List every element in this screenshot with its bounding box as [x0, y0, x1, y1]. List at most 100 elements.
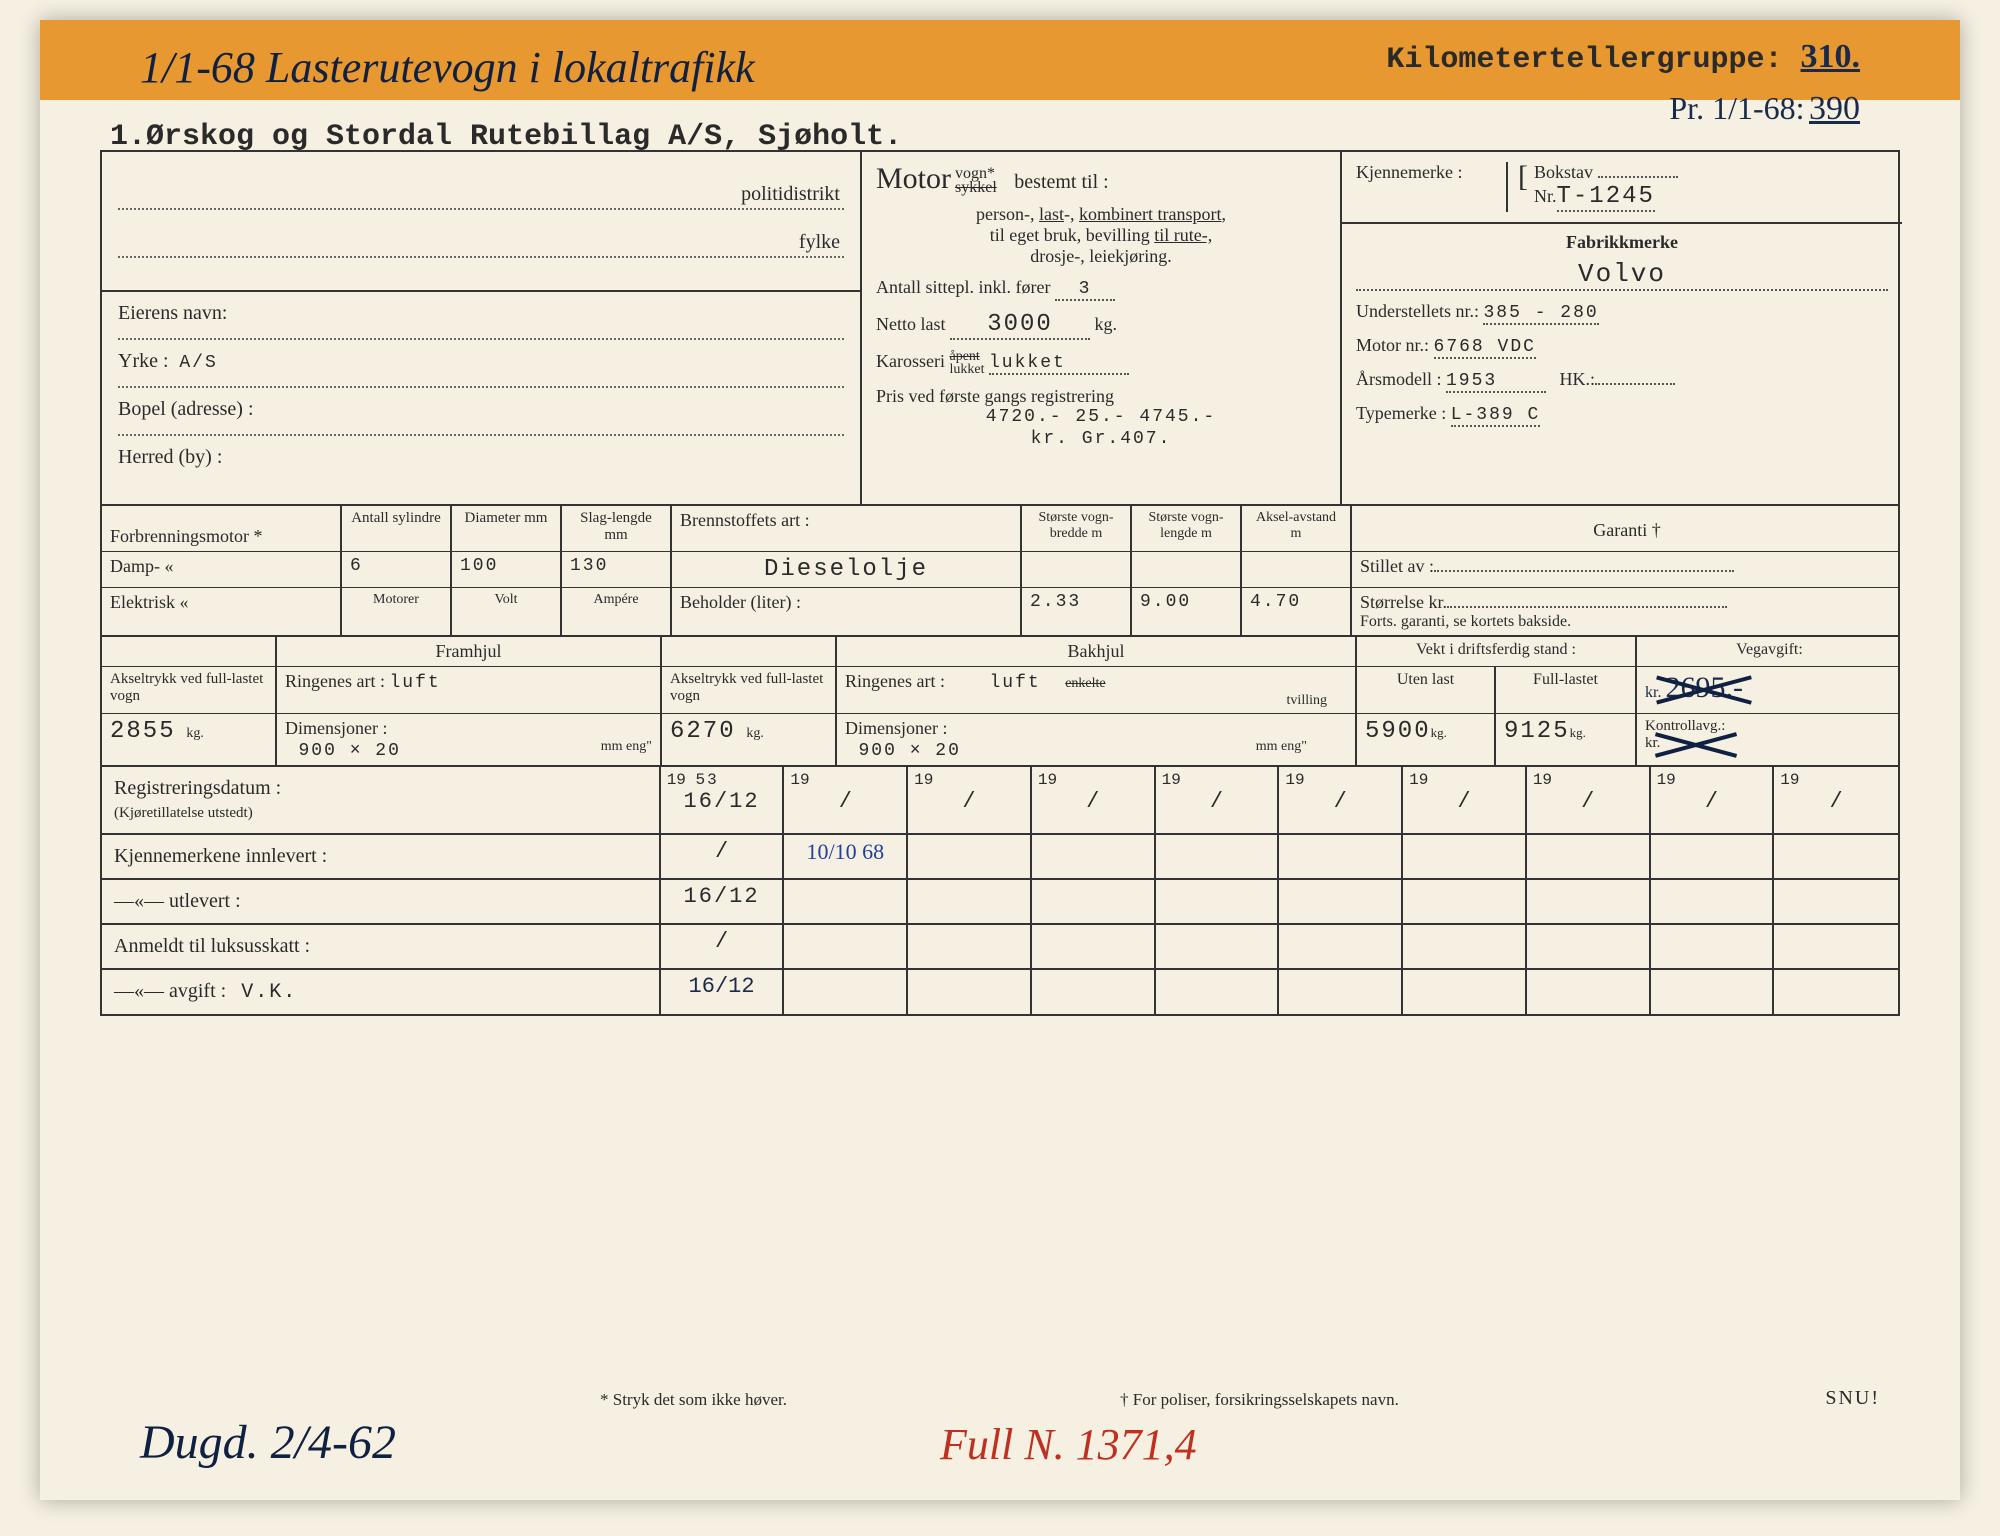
forts-label: Forts. garanti, se kortets bakside.	[1360, 613, 1894, 631]
reg-label: Registreringsdatum :	[114, 777, 281, 799]
l2b: til rute-,	[1154, 225, 1212, 245]
reg-year: 53	[696, 771, 719, 789]
fylke-label: fylke	[799, 231, 840, 254]
yrke-label: Yrke :	[118, 350, 169, 372]
signature-red: Full N. 1371,4	[940, 1419, 1197, 1470]
yp2: 19	[790, 771, 900, 789]
pris-kr: kr. Gr.407.	[876, 427, 1326, 449]
snu-note: SNU!	[1825, 1387, 1880, 1410]
eier-label: Eierens navn:	[118, 302, 227, 324]
l2a: til eget bruk, bevilling	[990, 225, 1150, 245]
kg-1: kg.	[186, 726, 204, 741]
bredde-label: Største vogn-bredde m	[1022, 506, 1132, 551]
typemerke-label: Typemerke :	[1356, 403, 1446, 423]
garanti-label: Garanti †	[1352, 506, 1902, 551]
yp4: 19	[1038, 771, 1148, 789]
yp7: 19	[1409, 771, 1519, 789]
lengde-label: Største vogn-lengde m	[1132, 506, 1242, 551]
yp1: 19	[667, 771, 686, 789]
netto-row: Netto last 3000 kg.	[876, 311, 1326, 340]
lukket-label: lukket	[949, 362, 984, 377]
enkelte-label: enkelte	[1065, 676, 1105, 691]
yrke-value: A/S	[179, 353, 217, 373]
motor-line2: til eget bruk, bevilling til rute-,	[876, 225, 1326, 246]
lengde-value: 9.00	[1132, 588, 1242, 635]
kg-2: kg.	[746, 726, 764, 741]
brennstoff-label: Brennstoffets art :	[672, 506, 1022, 551]
bopel-label: Bopel (adresse) :	[118, 398, 254, 420]
pris-label: Pris ved første gangs registrering	[876, 386, 1326, 407]
pris-kr-val: kr. Gr.407.	[1031, 429, 1172, 449]
reg-row: Registreringsdatum : (Kjøretillatelse uts…	[102, 767, 1898, 835]
understell-label: Understellets nr.:	[1356, 301, 1479, 321]
km-group: Kilometertellergruppe: 310.	[1386, 38, 1860, 77]
slag-value: 130	[562, 552, 672, 587]
reg-sub: (Kjøretillatelse utstedt)	[114, 805, 253, 821]
storrelse-label: Størrelse kr.	[1360, 592, 1447, 612]
arsmodell-value: 1953	[1446, 371, 1546, 393]
km-group-value: 310.	[1801, 38, 1861, 75]
pr-value: 390	[1809, 90, 1860, 127]
reg-date: 16/12	[667, 789, 777, 814]
bakhjul-label: Bakhjul	[837, 637, 1357, 666]
politidistrikt-label: politidistrikt	[741, 183, 840, 206]
ampere-label: Ampére	[562, 588, 672, 635]
slag-label: Slag-lengde mm	[562, 506, 672, 551]
akseltrykk-label-2: Akseltrykk ved full-lastet vogn	[662, 667, 837, 713]
netto-unit: kg.	[1095, 314, 1118, 334]
nr-label: Nr.	[1534, 186, 1557, 206]
mmeng-2: mm eng"	[1256, 739, 1307, 755]
uten-value: 5900	[1365, 718, 1431, 745]
main-frame: politidistrikt fylke Eierens navn: Yrke …	[100, 150, 1900, 1016]
kr-1: kr.	[1645, 684, 1661, 701]
ring-front-label: Ringenes art :	[285, 671, 385, 691]
aksel-value: 4.70	[1242, 588, 1352, 635]
mmeng-1: mm eng"	[601, 739, 652, 755]
owner-block: politidistrikt fylke Eierens navn: Yrke …	[102, 152, 862, 504]
sittepl-value: 3	[1055, 279, 1115, 301]
engine-section: Forbrenningsmotor * Antall sylindre Diam…	[102, 506, 1898, 637]
innlevert-label: Kjennemerkene innlevert :	[102, 835, 661, 878]
diameter-label: Diameter mm	[452, 506, 562, 551]
company-title: 1.Ørskog og Stordal Rutebillag A/S, Sjøh…	[110, 120, 902, 154]
utlevert-row: —«— utlevert : 16/12	[102, 880, 1898, 925]
yp10: 19	[1780, 771, 1892, 789]
sykkel-label: sykkel	[955, 179, 997, 196]
kjennemerke-block: Kjennemerke : [ Bokstav Nr.T-1245 Fabrik…	[1342, 152, 1902, 504]
vegavgift-label: Vegavgift:	[1637, 637, 1902, 666]
typemerke-value: L-389 C	[1451, 405, 1541, 427]
netto-value: 3000	[950, 311, 1090, 340]
motor-title: Motorvogn*sykkel bestemt til :	[876, 162, 1326, 196]
motor-line1: person-, last-, kombinert transport,	[876, 204, 1326, 225]
full-value: 9125	[1504, 718, 1570, 745]
fabrikk-value: Volvo	[1356, 259, 1888, 291]
dim-front-label: Dimensjoner :	[285, 718, 387, 738]
brennstoff-value: Dieselolje	[672, 552, 1022, 587]
avgift-label: —«— avgift :	[114, 980, 226, 1002]
kjennemerke-label: Kjennemerke :	[1356, 162, 1506, 212]
sylindre-label: Antall sylindre	[342, 506, 452, 551]
kg-4: kg.	[1570, 725, 1586, 740]
utlevert-label: —«— utlevert :	[102, 880, 661, 923]
yp5: 19	[1162, 771, 1272, 789]
vekt-label: Vekt i driftsferdig stand :	[1357, 637, 1637, 666]
wheel-row-1: Akseltrykk ved full-lastet vogn Ringenes…	[102, 667, 1898, 714]
dim-rear-label: Dimensjoner :	[845, 718, 947, 738]
motornr-value: 6768 VDC	[1434, 337, 1536, 359]
akseltrykk-label: Akseltrykk ved full-lastet vogn	[102, 667, 277, 713]
motorer-label: Motorer	[342, 588, 452, 635]
kr-2: kr.	[1645, 735, 1660, 751]
innlevert-row: Kjennemerkene innlevert : / 10/10 68	[102, 835, 1898, 880]
sittepl-row: Antall sittepl. inkl. fører 3	[876, 277, 1326, 301]
top-section: politidistrikt fylke Eierens navn: Yrke …	[102, 152, 1898, 506]
uten-label: Uten last	[1357, 667, 1496, 713]
wheel-row-2: 2855 kg. Dimensjoner : 900 × 20 mm eng" …	[102, 714, 1898, 767]
yp6: 19	[1285, 771, 1395, 789]
sittepl-label: Antall sittepl. inkl. fører	[876, 277, 1050, 297]
stillet-label: Stillet av :	[1360, 556, 1434, 576]
kg-3: kg.	[1431, 725, 1447, 740]
registration-card: 1/1-68 Lasterutevogn i lokaltrafikk Kilo…	[40, 20, 1960, 1500]
volt-label: Volt	[452, 588, 562, 635]
pr-line: Pr. 1/1-68: 390	[1669, 90, 1860, 128]
herred-label: Herred (by) :	[118, 446, 222, 468]
